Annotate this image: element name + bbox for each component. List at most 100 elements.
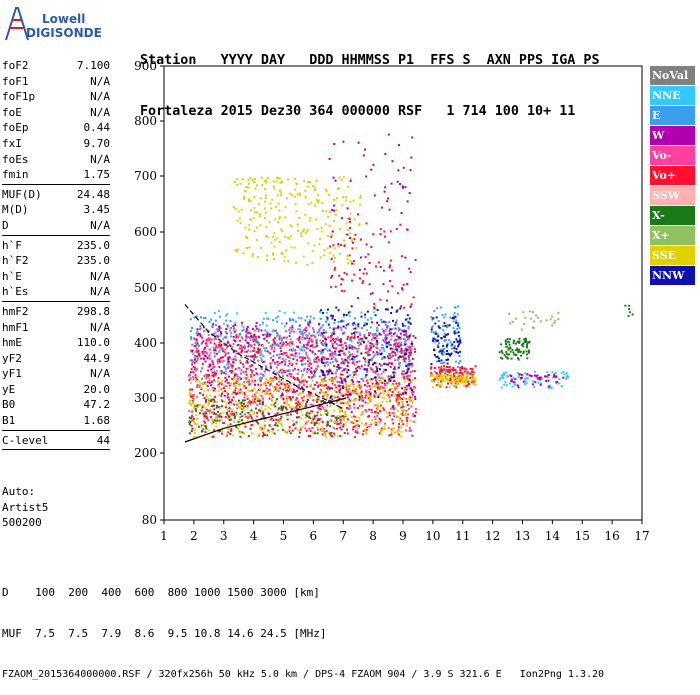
echo-point [259, 409, 262, 412]
echo-point [276, 237, 279, 240]
echo-point [192, 365, 195, 368]
echo-point [389, 331, 392, 334]
echo-point [333, 198, 335, 201]
echo-point [446, 350, 449, 352]
echo-point [283, 260, 286, 263]
echo-point [205, 412, 208, 415]
echo-point [553, 321, 556, 324]
echo-point [238, 424, 241, 427]
echo-point [359, 341, 362, 344]
echo-point [375, 343, 378, 346]
echo-point [214, 319, 217, 322]
echo-point [563, 373, 566, 376]
echo-point [395, 348, 398, 351]
echo-point [346, 365, 349, 368]
echo-point [238, 418, 241, 421]
echo-point [409, 345, 412, 348]
echo-point [263, 207, 266, 210]
echo-point [276, 383, 279, 386]
echo-point [320, 353, 323, 355]
echo-point [360, 397, 363, 400]
echo-point [326, 397, 329, 400]
echo-point [267, 389, 270, 392]
echo-point [263, 427, 266, 430]
echo-point [377, 261, 380, 264]
echo-point [350, 415, 353, 418]
echo-point [205, 342, 208, 345]
y-tick-label: 900 [134, 59, 157, 73]
echo-point [283, 401, 286, 404]
echo-point [292, 358, 295, 361]
echo-point [372, 345, 375, 348]
echo-point [375, 423, 377, 426]
echo-point [344, 233, 347, 236]
echo-point [202, 393, 205, 396]
echo-point [304, 416, 307, 419]
echo-point [347, 369, 350, 372]
echo-point [390, 182, 393, 185]
echo-point [203, 420, 205, 423]
echo-point [405, 412, 408, 415]
echo-point [332, 347, 335, 350]
echo-point [333, 220, 335, 223]
echo-point [327, 399, 330, 402]
echo-point [247, 186, 249, 189]
echo-point [442, 353, 445, 356]
echo-point [393, 371, 396, 374]
echo-point [331, 361, 334, 364]
echo-point [394, 327, 397, 330]
echo-point [249, 415, 252, 418]
echo-point [213, 400, 216, 403]
echo-point [235, 373, 238, 376]
echo-point [233, 420, 236, 423]
echo-point [437, 384, 440, 386]
echo-point [272, 235, 275, 238]
param-row: hmF1 N/A [2, 320, 110, 336]
echo-point [364, 256, 367, 259]
echo-point [214, 373, 217, 376]
echo-point [234, 324, 237, 326]
echo-point [337, 384, 340, 387]
echo-point [325, 190, 328, 193]
echo-point [337, 353, 340, 356]
x-tick-label: 3 [220, 529, 228, 543]
echo-point [204, 406, 207, 409]
echo-point [347, 390, 350, 393]
echo-point [332, 254, 335, 257]
echo-point [239, 388, 242, 391]
echo-point [407, 364, 410, 367]
legend-item: NoVal [650, 66, 695, 85]
echo-point [512, 377, 515, 380]
echo-point [373, 333, 376, 336]
echo-point [466, 371, 469, 374]
echo-point [224, 348, 227, 351]
echo-point [255, 400, 258, 403]
echo-point [205, 373, 208, 376]
echo-point [331, 377, 334, 380]
echo-point [189, 349, 192, 352]
echo-point [195, 406, 198, 409]
echo-point [374, 314, 377, 317]
echo-point [296, 412, 299, 415]
echo-point [391, 418, 394, 421]
echo-point [347, 393, 349, 396]
echo-point [388, 427, 391, 429]
echo-point [244, 423, 247, 426]
echo-point [253, 206, 256, 209]
x-tick-label: 12 [485, 529, 500, 543]
echo-point [264, 424, 266, 427]
echo-point [249, 401, 252, 404]
echo-point [320, 309, 323, 312]
echo-point [276, 315, 279, 318]
echo-point [406, 424, 408, 427]
echo-point [279, 396, 282, 399]
echo-point [206, 417, 209, 420]
echo-point [468, 372, 471, 375]
echo-point [433, 331, 435, 334]
echo-point [397, 329, 400, 332]
echo-point [307, 357, 310, 360]
echo-point [256, 351, 259, 354]
echo-point [246, 404, 249, 407]
echo-point [190, 404, 193, 407]
echo-point [330, 415, 333, 418]
